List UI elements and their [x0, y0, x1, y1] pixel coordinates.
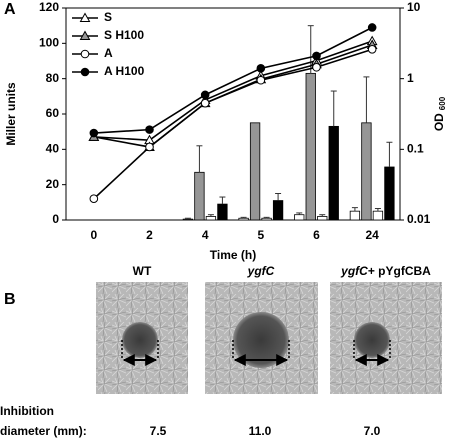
- y2-tick-label: 0.1: [407, 142, 424, 156]
- y-tick-label: 80: [46, 71, 60, 85]
- series-line: [93, 48, 373, 200]
- marker: [79, 12, 91, 22]
- y2-tick-label: 10: [407, 0, 421, 14]
- x-tick-label: 5: [257, 228, 264, 242]
- bar: [261, 217, 272, 221]
- y-tick-label: 60: [46, 106, 60, 120]
- legend-label: A H100: [104, 64, 145, 78]
- x-tick-label: 6: [313, 228, 320, 242]
- marker: [145, 125, 154, 134]
- strain-name: ygfC: [340, 264, 368, 278]
- strain-name: WT: [133, 264, 152, 278]
- diameter-value: 7.5: [150, 424, 167, 438]
- bar: [182, 218, 194, 221]
- bar: [372, 210, 384, 221]
- panel-label: A: [4, 1, 16, 18]
- legend-entry: S H100: [72, 28, 144, 42]
- plate-image: [205, 282, 318, 394]
- bar: [305, 72, 316, 221]
- bar: [272, 200, 284, 221]
- bar: [317, 216, 328, 221]
- y2-axis-label: OD 600: [432, 96, 447, 131]
- strain-label: ygfC: [247, 264, 275, 278]
- marker: [89, 194, 99, 204]
- bar: [217, 203, 228, 221]
- legend-entry: A: [72, 46, 113, 60]
- strain-suffix: + pYgfCBA: [368, 264, 431, 278]
- y2-tick-label: 0.01: [407, 212, 431, 226]
- y2-axis-label-sub: 600: [438, 96, 447, 110]
- panel-label: B: [4, 291, 16, 308]
- y-tick-label: 120: [39, 0, 59, 14]
- row-label: diameter (mm):: [0, 424, 87, 438]
- legend-label: A: [104, 46, 113, 60]
- bar: [205, 216, 217, 221]
- y-tick-label: 40: [46, 142, 60, 156]
- marker: [256, 64, 266, 73]
- legend-entry: S: [72, 10, 112, 24]
- strain-label: WT: [133, 264, 152, 278]
- diameter-value: 7.0: [364, 424, 381, 438]
- x-axis-label: Time (h): [210, 248, 256, 262]
- marker: [312, 51, 321, 61]
- plate-image: [330, 282, 442, 394]
- marker: [312, 62, 321, 72]
- strain-name: ygfC: [247, 264, 275, 278]
- y-tick-label: 20: [46, 177, 60, 191]
- x-tick-label: 0: [90, 228, 97, 242]
- marker: [367, 45, 377, 54]
- row-label: Inhibition: [0, 404, 54, 418]
- y2-axis-label-main: OD: [432, 113, 446, 131]
- marker: [80, 49, 90, 59]
- marker: [89, 128, 99, 138]
- y-tick-label: 0: [52, 212, 59, 226]
- bar: [328, 125, 339, 221]
- bar: [349, 210, 361, 221]
- x-tick-label: 4: [202, 228, 209, 242]
- bar: [384, 166, 395, 221]
- strain-label: ygfC+ pYgfCBA: [340, 264, 431, 278]
- legend-entry: A H100: [72, 64, 145, 78]
- legend-label: S: [104, 10, 112, 24]
- marker: [200, 98, 210, 108]
- plate-image: [96, 282, 188, 394]
- series-line: [93, 40, 373, 141]
- marker: [256, 75, 266, 85]
- series-line: [93, 26, 373, 134]
- marker: [367, 23, 377, 32]
- marker: [145, 142, 154, 152]
- diameter-value: 11.0: [249, 424, 272, 438]
- marker: [79, 30, 91, 40]
- plates: [96, 282, 442, 394]
- y-axis-label: Miller units: [4, 82, 18, 146]
- y2-tick-label: 1: [407, 71, 414, 85]
- bar: [249, 122, 261, 221]
- x-tick-label: 24: [365, 228, 379, 242]
- marker: [200, 90, 210, 100]
- x-tick-label: 2: [146, 228, 153, 242]
- marker: [80, 67, 90, 77]
- y-tick-label: 100: [39, 36, 59, 50]
- bar: [294, 214, 305, 221]
- bar: [238, 217, 249, 221]
- legend-label: S H100: [104, 28, 144, 42]
- bar: [194, 171, 205, 221]
- bar: [361, 122, 372, 221]
